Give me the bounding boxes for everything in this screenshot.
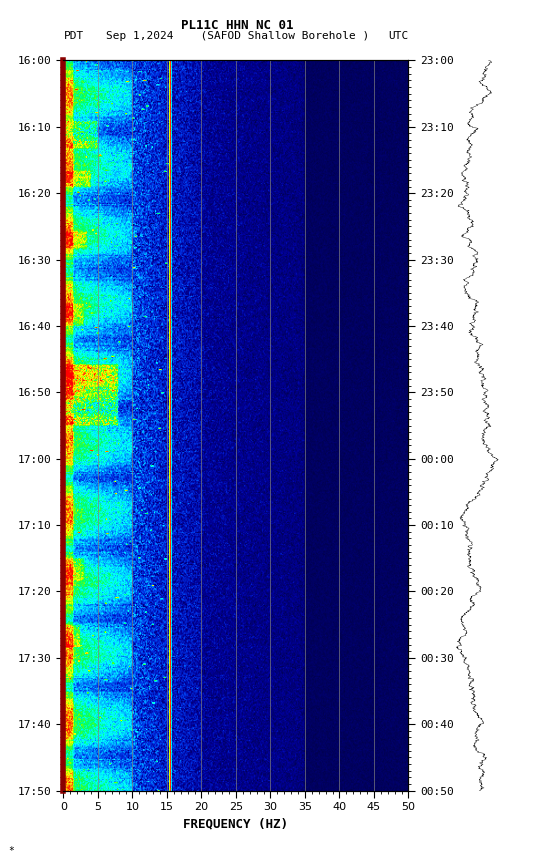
Text: PL11C HHN NC 01: PL11C HHN NC 01	[181, 19, 294, 32]
Text: PDT: PDT	[63, 31, 84, 41]
X-axis label: FREQUENCY (HZ): FREQUENCY (HZ)	[183, 818, 289, 831]
Text: *: *	[8, 846, 14, 855]
Text: Sep 1,2024    (SAFOD Shallow Borehole ): Sep 1,2024 (SAFOD Shallow Borehole )	[106, 31, 369, 41]
Text: UTC: UTC	[388, 31, 408, 41]
